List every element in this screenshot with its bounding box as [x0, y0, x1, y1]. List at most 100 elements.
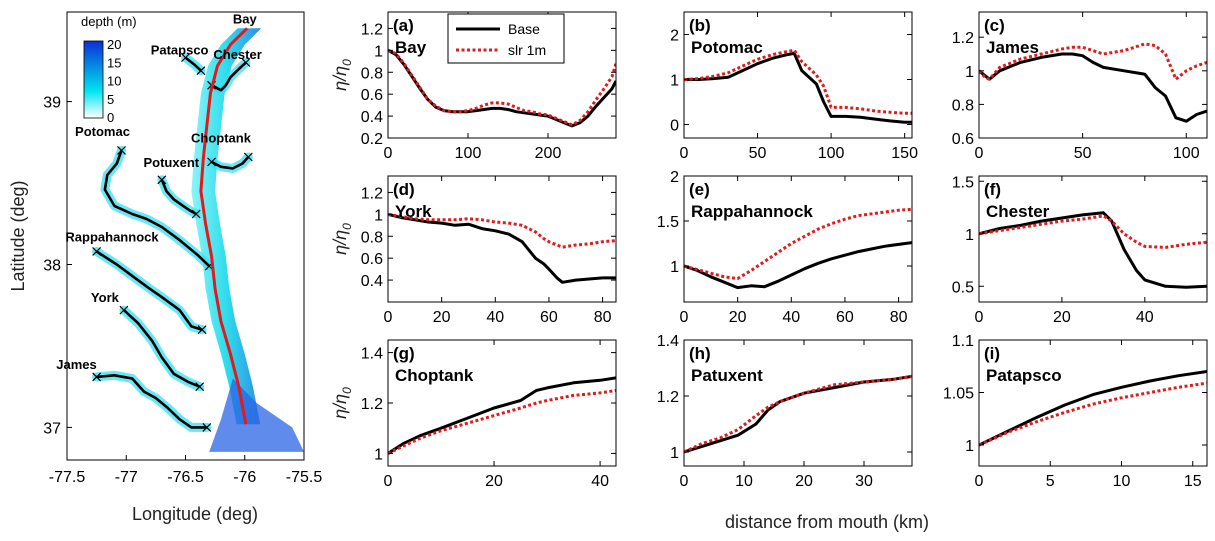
river-line: [210, 61, 247, 92]
tick-label: 80: [890, 309, 908, 326]
panel-f: 0 20 40 0.5 1 1.5 (f) Chester: [952, 174, 1208, 326]
map-x-ticks: -77.5 -77 -76.5 -76 -75.5: [49, 455, 322, 486]
tick-label: 0: [670, 118, 679, 135]
colorbar-ticks: 20 15 10 5 0: [107, 37, 121, 125]
tick-label: 50: [1074, 145, 1092, 162]
series-group: [388, 212, 616, 284]
tick-label: 40: [782, 309, 800, 326]
colorbar-tick-label: 20: [107, 37, 121, 52]
tick-label: 0: [975, 473, 984, 490]
map-ylabel: Latitude (deg): [8, 180, 28, 291]
colorbar-tick-label: 0: [107, 110, 114, 125]
river-end-marker: [117, 146, 126, 155]
plot-area: [979, 12, 1207, 138]
panel-name: Patapsco: [986, 366, 1062, 385]
tick-label: 1.4: [657, 333, 679, 350]
series-line-base: [979, 52, 1207, 123]
axes-frame: [683, 11, 913, 139]
tick-label: 1.2: [361, 21, 383, 38]
axes-frame: [387, 11, 617, 139]
plot-area: [388, 176, 616, 302]
map-y-ticks: 37 38 39: [43, 95, 72, 437]
row-ylabels: η/η0 η/η0 η/η0: [330, 59, 354, 419]
panel-d: 0 20 40 60 80 0.4 0.6 0.8 1 1.2 (d) York: [361, 175, 617, 326]
panel-name: Potomac: [691, 38, 763, 57]
series-line-slr: [979, 42, 1207, 81]
tick-label: 20: [485, 473, 503, 490]
axes-frame: [683, 339, 913, 467]
tick-label: 1.05: [943, 386, 974, 403]
map-colorbar: depth (m) 20 15 10 5 0: [81, 14, 137, 125]
tick-label: 1: [374, 43, 383, 60]
tick-label: 80: [594, 309, 612, 326]
panel-i: 0 5 10 15 1 1.05 1.1 (i) Patapsco: [943, 333, 1208, 490]
tick-label: 0.8: [361, 229, 383, 246]
tick-label: 20: [1053, 309, 1071, 326]
bay-water: [191, 28, 262, 425]
colorbar-ramp: [83, 40, 104, 119]
tick-label: 200: [535, 145, 562, 162]
tick-label: 100: [455, 145, 482, 162]
river-line: [123, 309, 201, 388]
tick-label: 60: [540, 309, 558, 326]
series-line-slr: [388, 212, 616, 249]
series-line-base: [684, 241, 912, 290]
river-line: [95, 250, 203, 331]
tick-label: 1.5: [952, 174, 974, 191]
river-end-marker: [181, 53, 190, 63]
river-end-marker: [243, 152, 253, 162]
panel-letter: (g): [393, 344, 415, 363]
panel-name: Patuxent: [691, 366, 763, 385]
axes-frame: [387, 175, 617, 303]
map-label: Patapsco: [151, 42, 209, 57]
axes-frame: [978, 175, 1208, 303]
tick-label: -76: [233, 469, 256, 486]
tick-label: 1: [670, 259, 679, 276]
series-line-slr: [388, 48, 616, 127]
river-line: [103, 150, 211, 268]
tick-label: 0: [384, 473, 393, 490]
river-end-marker: [119, 305, 129, 315]
bay-channel-line: [199, 27, 249, 425]
panel-a: 0 100 200 0.2 0.4 0.6 0.8 1 1.2 (a) Bay Base slr 1m: [361, 11, 617, 162]
river-line: [96, 374, 207, 429]
tick-label: 1.5: [657, 214, 679, 231]
tick-label: 60: [836, 309, 854, 326]
tick-label: 0: [384, 145, 393, 162]
tick-label: -76.5: [167, 469, 204, 486]
river-line: [160, 179, 197, 216]
axes-frame: [683, 175, 913, 303]
river-end-marker: [202, 422, 212, 432]
tick-label: 0.4: [361, 109, 383, 126]
map-label: Bay: [233, 11, 258, 26]
series-line-slr: [979, 381, 1207, 447]
panel-letter: (h): [689, 344, 711, 363]
series-group: [684, 48, 912, 124]
map-label: James: [56, 357, 96, 372]
plot-area: [684, 340, 912, 466]
legend: Base slr 1m: [447, 13, 565, 64]
tick-label: 0: [680, 309, 689, 326]
tick-label: 0: [975, 145, 984, 162]
tick-label: 10: [735, 473, 753, 490]
river-line: [210, 156, 250, 170]
tick-label: 30: [855, 473, 873, 490]
panel-name: Rappahannock: [691, 202, 813, 221]
tick-label: 1: [965, 438, 974, 455]
tick-label: 1.2: [361, 396, 383, 413]
tick-label: 39: [43, 95, 61, 112]
tick-label: 150: [891, 145, 918, 162]
tick-label: 10: [1113, 473, 1131, 490]
panel-letter: (e): [689, 180, 710, 199]
tick-label: 40: [486, 309, 504, 326]
map-labels: Bay Patapsco Chester Potomac Choptank Potuxen…: [56, 11, 262, 371]
tick-label: 0.6: [952, 131, 974, 148]
row-ylabel: η/η0: [330, 387, 354, 419]
tick-label: 0.6: [361, 251, 383, 268]
tick-label: 1.1: [952, 333, 974, 350]
panel-g: 0 20 40 1 1.2 1.4 (g) Choptank: [361, 339, 617, 490]
river-end-marker: [92, 247, 102, 256]
panel-letter: (b): [689, 16, 711, 35]
tick-label: 40: [1136, 309, 1154, 326]
tick-label: 1.2: [361, 185, 383, 202]
